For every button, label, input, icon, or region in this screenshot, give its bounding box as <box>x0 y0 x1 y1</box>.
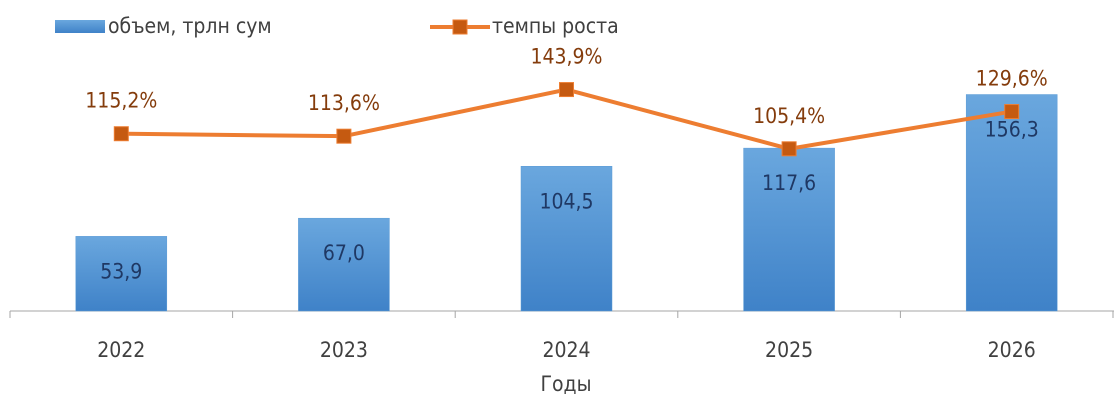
line-marker <box>781 141 797 157</box>
line-value-label: 143,9% <box>530 45 602 69</box>
legend-swatch <box>452 19 468 35</box>
bar-value-label: 53,9 <box>100 259 142 283</box>
legend-swatch <box>55 20 105 33</box>
line-marker <box>113 126 129 142</box>
line-value-label: 129,6% <box>976 67 1048 91</box>
bar <box>520 166 613 312</box>
line-value-label: 113,6% <box>308 91 380 115</box>
line <box>121 87 1013 151</box>
bar-value-label: 117,6 <box>762 171 816 195</box>
line-value-label: 115,2% <box>85 89 157 113</box>
bar <box>743 147 835 312</box>
bar <box>965 94 1058 312</box>
bar-value-label: 156,3 <box>985 118 1039 142</box>
x-tick-label: 2024 <box>542 338 590 362</box>
bar <box>298 217 390 312</box>
x-tick-label: 2025 <box>765 338 813 362</box>
x-tick-label: 2022 <box>97 338 145 362</box>
bar-value-label: 67,0 <box>323 241 365 265</box>
bar-value-label: 104,5 <box>539 189 593 213</box>
legend-label: объем, трлн сум <box>108 14 272 38</box>
line-value-label: 105,4% <box>753 104 825 128</box>
x-tick-label: 2026 <box>988 338 1036 362</box>
line-marker <box>559 82 574 98</box>
legend-label: темпы роста <box>492 14 619 38</box>
bar <box>75 236 168 312</box>
x-tick-label: 2023 <box>320 338 368 362</box>
x-axis-title: Годы <box>540 372 591 396</box>
line-marker <box>1004 104 1020 120</box>
line-marker <box>336 128 352 144</box>
